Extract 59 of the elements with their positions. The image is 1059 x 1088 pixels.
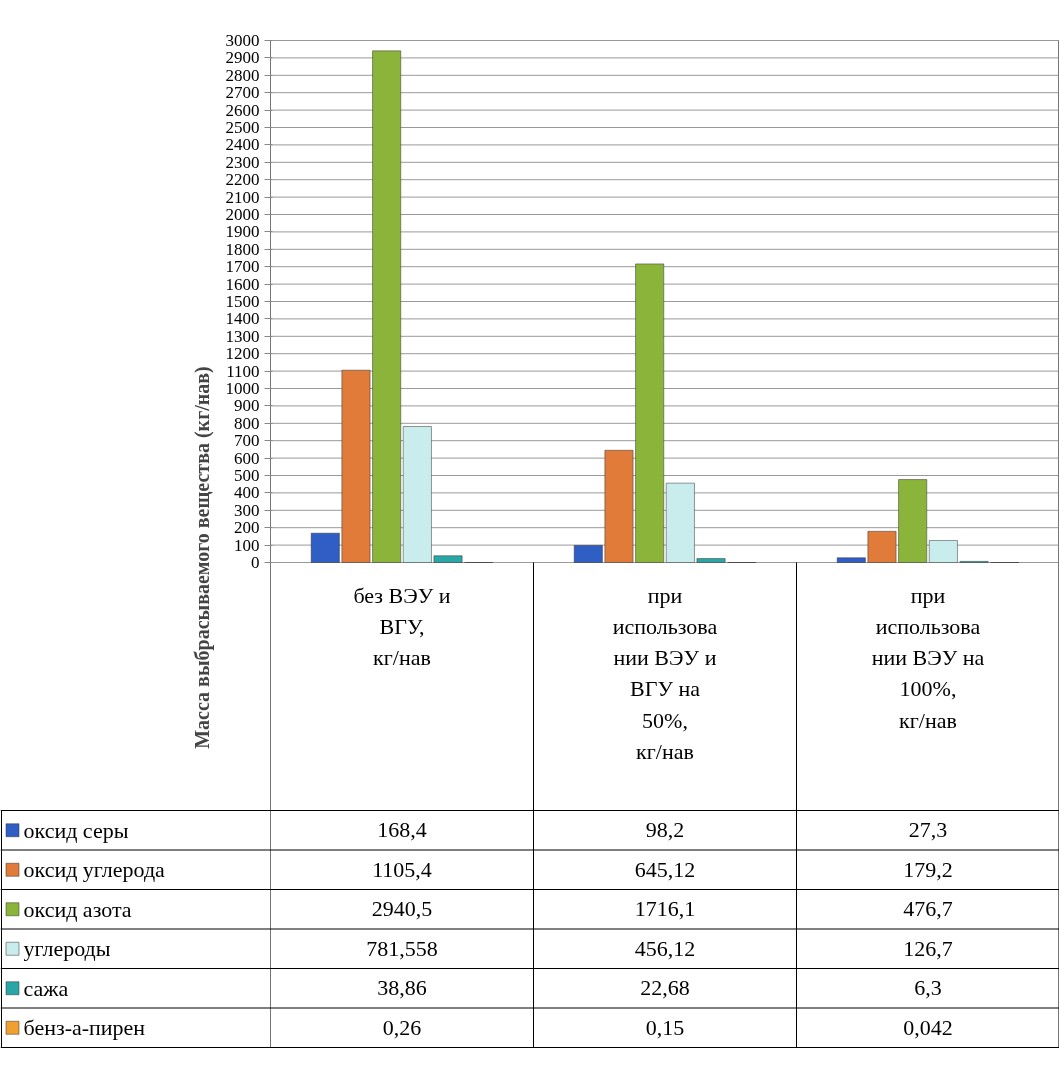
legend-label: углероды — [23, 936, 111, 962]
x-tick-label: при использовании ВЭУ и ВГУ на 50%, кг/нав — [612, 582, 718, 764]
y-tick-label: 2800 — [225, 65, 260, 85]
y-tick-label: 2100 — [225, 187, 260, 207]
data-label: 168,4 — [377, 817, 427, 843]
y-tick-label: 1800 — [225, 239, 260, 259]
y-tick-label: 100 — [234, 535, 260, 555]
data-label: 645,12 — [634, 856, 696, 882]
data-label: 38,86 — [377, 975, 427, 1001]
data-label: 126,7 — [903, 935, 953, 961]
legend-label: бенз-а-пирен — [23, 1015, 146, 1041]
y-tick-label: 2900 — [225, 48, 260, 68]
data-label: 22,68 — [640, 975, 690, 1001]
y-tick-label: 1700 — [225, 257, 260, 277]
y-axis-title: Масса выбрасываемого вещества (кг/нав) — [190, 366, 214, 749]
y-tick-label: 700 — [234, 431, 260, 451]
y-tick-label: 800 — [234, 413, 260, 433]
y-tick-label: 2000 — [225, 205, 260, 224]
data-label: 179,2 — [903, 856, 953, 882]
y-tick-label: 2300 — [225, 152, 260, 172]
legend-label: сажа — [23, 975, 69, 1001]
y-tick-label: 400 — [234, 483, 260, 503]
data-label: 1716,1 — [634, 896, 696, 922]
y-tick-label: 1100 — [226, 361, 260, 381]
y-tick-label: 2400 — [225, 135, 260, 155]
y-tick-label: 900 — [234, 396, 260, 416]
data-label: 1105,4 — [372, 856, 432, 882]
y-tick-label: 3000 — [225, 31, 260, 50]
y-tick-label: 2600 — [225, 100, 260, 120]
data-label: 0,15 — [645, 1014, 685, 1040]
y-tick-label: 300 — [234, 500, 260, 520]
data-label: 27,3 — [908, 817, 948, 843]
y-tick-label: 2700 — [225, 83, 260, 103]
y-tick-label: 0 — [251, 553, 260, 572]
y-tick-label: 2500 — [225, 118, 260, 137]
y-tick-label: 2200 — [225, 170, 260, 190]
y-tick-label: 1900 — [225, 222, 260, 242]
y-tick-label: 1400 — [225, 309, 260, 329]
data-label: 0,26 — [382, 1014, 422, 1040]
y-tick-label: 1000 — [225, 379, 260, 398]
x-tick-label: при использовании ВЭУ на 100%, кг/нав — [871, 582, 985, 733]
data-label: 456,12 — [634, 935, 696, 961]
y-tick-label: 600 — [234, 448, 260, 468]
data-label: 781,558 — [366, 935, 438, 961]
data-label: 0,042 — [903, 1014, 953, 1040]
y-tick-label: 200 — [234, 518, 260, 538]
y-tick-label: 1200 — [225, 344, 260, 364]
x-tick-label: без ВЭУ и ВГУ, кг/нав — [353, 582, 451, 670]
data-label: 6,3 — [914, 975, 942, 1001]
data-label: 98,2 — [645, 817, 685, 843]
y-tick-label: 1500 — [225, 292, 260, 311]
y-tick-label: 1600 — [225, 274, 260, 294]
legend-label: оксид азота — [23, 896, 132, 922]
data-label: 476,7 — [903, 896, 953, 922]
y-tick-label: 500 — [234, 466, 260, 485]
legend-label: оксид серы — [23, 817, 129, 843]
legend-label: оксид углерода — [23, 857, 166, 883]
data-label: 2940,5 — [371, 896, 433, 922]
y-tick-label: 1300 — [225, 326, 260, 346]
